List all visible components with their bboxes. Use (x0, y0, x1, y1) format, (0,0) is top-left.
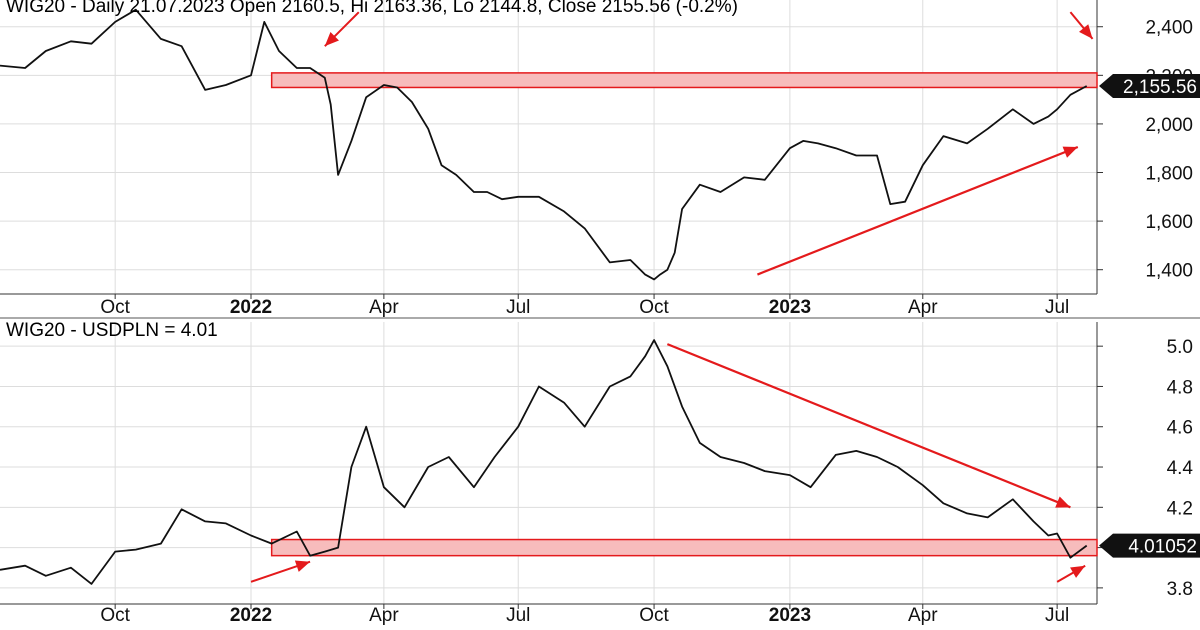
x-tick-label: Apr (908, 297, 938, 318)
trend-line (757, 145, 1079, 276)
trend-arrow-head (1062, 146, 1078, 158)
wig20-usdpln-panel: Oct2022AprJulOct2023AprJul3.84.04.24.44.… (0, 320, 1200, 626)
resistance-zone (270, 72, 1098, 89)
x-tick-label: Apr (908, 605, 938, 626)
wig20-panel: Oct 2022 Apr Jul Oct 2023 Apr Jul 1,400 1,600 1,80… (0, 0, 1200, 318)
trend-line (666, 343, 1071, 509)
x-tick-label: 2023 (769, 605, 811, 626)
x-tick-label: Apr (369, 605, 399, 626)
y-tick-label: 1,600 (1145, 212, 1193, 233)
last-value-tag (1099, 74, 1200, 99)
x-tick-label: Oct (100, 297, 130, 318)
y-tick-label: 4.8 (1167, 377, 1193, 398)
annotation-arrow-head (294, 560, 311, 572)
y-tick-label: 1,400 (1145, 261, 1193, 282)
y-tick-label: 2,000 (1145, 115, 1193, 136)
y-tick-label: 4.4 (1167, 458, 1194, 479)
chart-title: WIG20 - Daily 21.07.2023 Open 2160.5, Hi… (6, 0, 738, 17)
trend-arrow-head (1055, 496, 1071, 508)
y-tick-label: 4.6 (1167, 418, 1193, 439)
x-tick-label: Jul (506, 297, 530, 318)
annotation-arrow-head (1079, 24, 1093, 39)
last-value-label: 2,155.56 (1123, 77, 1197, 98)
x-tick-label: Oct (639, 605, 669, 626)
y-tick-label: 3.8 (1167, 579, 1193, 600)
x-tick-label: Oct (639, 297, 669, 318)
chart-title: WIG20 - USDPLN = 4.01 (6, 320, 218, 341)
x-tick-label: Jul (506, 605, 530, 626)
x-tick-label: 2022 (230, 297, 272, 318)
y-tick-label: 2,400 (1145, 18, 1193, 39)
last-value-tag (1099, 533, 1200, 558)
annotation-arrow-head (1070, 565, 1086, 578)
annotation-arrow-head (324, 32, 339, 47)
x-tick-label: Jul (1045, 297, 1069, 318)
price-series-line (0, 339, 1088, 585)
x-tick-label: 2022 (230, 605, 272, 626)
x-tick-label: Jul (1045, 605, 1069, 626)
price-series-line (0, 8, 1088, 281)
x-tick-label: 2023 (769, 297, 811, 318)
y-tick-label: 4.2 (1167, 498, 1193, 519)
y-tick-label: 1,800 (1145, 164, 1193, 185)
support-zone (270, 538, 1098, 557)
x-tick-label: Oct (100, 605, 130, 626)
last-value-label: 4.01052 (1128, 537, 1197, 558)
y-tick-label: 5.0 (1167, 337, 1193, 358)
x-tick-label: Apr (369, 297, 399, 318)
